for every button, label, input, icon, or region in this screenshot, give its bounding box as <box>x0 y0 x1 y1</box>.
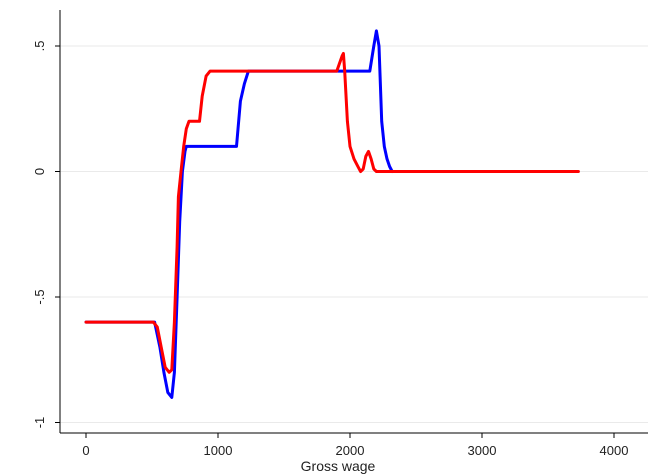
y-tick-label: 0 <box>32 168 47 175</box>
x-tick-label: 3000 <box>468 443 497 458</box>
series-line-1 <box>84 29 394 399</box>
x-tick-label: 2000 <box>336 443 365 458</box>
x-tick-label: 0 <box>82 443 89 458</box>
series-line-2 <box>84 52 580 374</box>
series-lines <box>84 29 580 399</box>
x-axis-label: Gross wage <box>301 458 376 474</box>
y-tick-label: -1 <box>32 417 47 429</box>
x-tick-label: 4000 <box>600 443 629 458</box>
y-tick-label: .5 <box>32 41 47 52</box>
axes <box>59 10 648 434</box>
x-ticks: 0 1000 2000 3000 4000 <box>82 433 628 458</box>
y-ticks: -1 -.5 0 .5 <box>32 41 60 429</box>
x-tick-label: 1000 <box>204 443 233 458</box>
y-tick-label: -.5 <box>32 289 47 304</box>
